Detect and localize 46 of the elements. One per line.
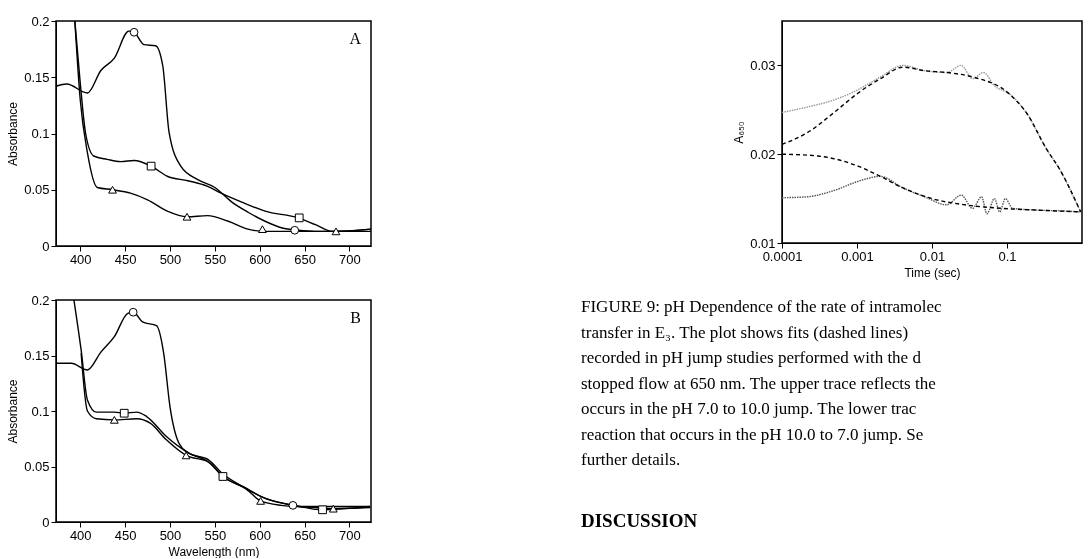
y-axis-title: Absorbance [6, 101, 21, 167]
x-tick-label: 500 [159, 527, 182, 543]
y-tick-label: 0.02 [750, 146, 776, 162]
y-tick-label: 0 [42, 238, 50, 254]
x-tick-label: 500 [159, 251, 182, 267]
y-tick-label: 0.05 [24, 182, 50, 198]
x-axis-title: Time (sec) [904, 265, 961, 280]
x-tick-label: 700 [339, 527, 361, 543]
y-tick-label: 0.15 [24, 69, 50, 85]
caption: FIGURE 9: pH Dependence of the rate of intramolec [581, 297, 943, 316]
y-tick-label: 0.1 [31, 403, 50, 419]
y-tick-label: 0.15 [24, 348, 50, 363]
y-tick-label: 0.2 [31, 292, 50, 308]
x-tick-label: 700 [339, 251, 361, 267]
annotation: A [349, 30, 362, 47]
x-tick-label: 0.01 [919, 248, 946, 264]
text: transfer in E₃. The plot shows fits (dashed lines) [581, 322, 909, 342]
x-tick-label: 0.1 [998, 248, 1017, 264]
x-tick-label: 650 [294, 527, 316, 543]
x-tick-label: 600 [249, 527, 272, 543]
text: stopped flow at 650 nm. The upper trace reflects the [581, 373, 936, 393]
y-tick-label: 0.1 [31, 126, 50, 141]
x-tick-label: 0.0001 [762, 248, 803, 264]
y-tick-label: 0.03 [750, 57, 776, 73]
x-tick-label: 450 [114, 527, 137, 543]
y-tick-label: 0.2 [31, 13, 50, 29]
y-tick-label: 0.01 [750, 235, 776, 251]
y-axis-title: Absorbance [6, 379, 21, 444]
y-axis-title: A₆₅₀ [732, 121, 747, 144]
x-tick-label: 400 [69, 251, 92, 267]
y-tick-label: 0.05 [24, 459, 50, 474]
text: further details. [581, 450, 681, 469]
x-tick-label: 0.001 [841, 248, 874, 264]
text: recorded in pH jump studies performed with the d [581, 348, 922, 367]
x-axis-title: Wavelength (nm) [168, 544, 260, 559]
x-tick-label: 400 [69, 527, 92, 543]
y-tick-label: 0 [42, 514, 50, 530]
x-tick-label: 450 [114, 251, 137, 267]
text: occurs in the pH 7.0 to 10.0 jump. The lower trac [581, 399, 917, 418]
text: reaction that occurs in the pH 10.0 to 7.0 jump. Se [581, 424, 924, 444]
text: DISCUSSION [581, 509, 698, 531]
x-tick-label: 650 [294, 251, 316, 267]
x-tick-label: 550 [204, 527, 227, 543]
annotation: B [350, 309, 361, 326]
x-tick-label: 600 [249, 251, 272, 267]
x-tick-label: 550 [204, 251, 227, 267]
